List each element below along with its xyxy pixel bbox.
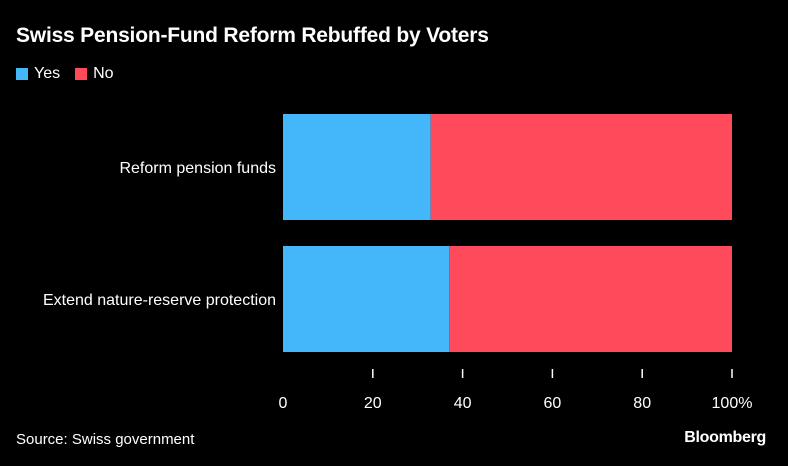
bloomberg-logo: Bloomberg: [684, 429, 766, 446]
category-label-1: Reform pension funds: [119, 160, 276, 177]
bar-yes-2: [283, 246, 450, 352]
x-tick-label-20: 20: [364, 395, 382, 412]
legend-item-no: No: [75, 65, 114, 83]
bar-yes-1: [283, 114, 431, 220]
legend-label-yes: Yes: [34, 65, 61, 82]
legend-item-yes: Yes: [16, 65, 60, 83]
source-note: Source: Swiss government: [16, 431, 195, 448]
chart-title: Swiss Pension-Fund Reform Rebuffed by Vo…: [16, 24, 489, 47]
x-tick-label-0: 0: [279, 395, 288, 412]
x-tick-label-80: 80: [633, 395, 651, 412]
legend: Yes No: [16, 65, 129, 83]
legend-swatch-yes: [16, 68, 28, 80]
legend-swatch-no: [75, 68, 88, 80]
x-tick-label-40: 40: [454, 395, 472, 412]
bar-no-2: [449, 246, 732, 352]
x-tick-label-60: 60: [544, 395, 562, 412]
bar-no-1: [430, 114, 732, 220]
category-label-2: Extend nature-reserve protection: [43, 292, 276, 309]
legend-label-no: No: [93, 65, 114, 82]
x-tick-label-100: 100%: [712, 395, 753, 412]
